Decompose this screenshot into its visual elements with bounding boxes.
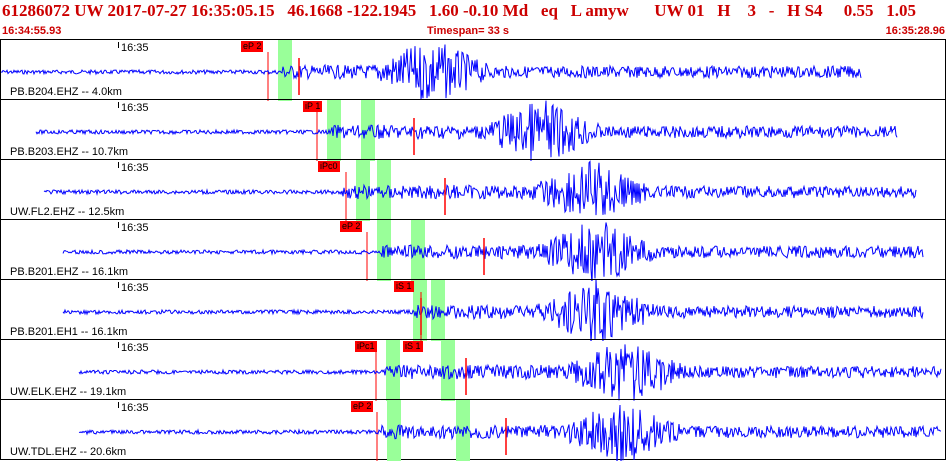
time-label: 16:35 [121, 402, 149, 414]
waveform-trace [43, 160, 917, 221]
waveform-trace [62, 280, 924, 341]
waveform-panels: 16:35 eP 2 PB.B204.EHZ -- 4.0km 16:35 iP… [0, 39, 947, 461]
waveform-trace [78, 340, 942, 401]
waveform-trace [1, 40, 862, 101]
time-label: 16:35 [121, 282, 149, 294]
time-tick [118, 402, 119, 408]
station-label: UW.ELK.EHZ -- 19.1km [10, 386, 127, 398]
waveform-panel[interactable]: 16:35 iS 1 PB.B201.EH1 -- 16.1km [0, 279, 946, 341]
phase-pick[interactable]: iPc0 [318, 161, 340, 172]
end-time: 16:35:28.96 [885, 25, 945, 37]
phase-pick[interactable]: iP 1 [303, 101, 323, 112]
phase-pick[interactable]: iS 1 [394, 281, 414, 292]
phase-pick[interactable]: eP 2 [241, 41, 264, 52]
waveform-trace [78, 400, 942, 461]
station-label: UW.FL2.EHZ -- 12.5km [10, 206, 125, 218]
time-label: 16:35 [121, 102, 149, 114]
time-range-bar: 16:34:55.93 Timespan= 33 s 16:35:28.96 [0, 24, 947, 39]
time-label: 16:35 [121, 162, 149, 174]
waveform-trace [62, 220, 924, 281]
event-summary-title: 61286072 UW 2017-07-27 16:35:05.15 46.16… [2, 1, 917, 20]
start-time: 16:34:55.93 [2, 25, 62, 37]
station-label: UW.TDL.EHZ -- 20.6km [10, 446, 127, 458]
phase-pick[interactable]: iPc1 [355, 341, 377, 352]
phase-pick[interactable]: eP 2 [340, 221, 363, 232]
time-tick [118, 42, 119, 48]
phase-pick-secondary[interactable]: iS 1 [403, 341, 423, 352]
time-label: 16:35 [121, 222, 149, 234]
time-tick [118, 162, 119, 168]
station-label: PB.B204.EHZ -- 4.0km [10, 86, 122, 98]
time-tick [118, 102, 119, 108]
event-header: 61286072 UW 2017-07-27 16:35:05.15 46.16… [0, 0, 947, 24]
station-label: PB.B203.EHZ -- 10.7km [10, 146, 128, 158]
waveform-panel[interactable]: 16:35 eP 2 PB.B204.EHZ -- 4.0km [0, 39, 946, 101]
waveform-panel[interactable]: 16:35 iP 1 PB.B203.EHZ -- 10.7km [0, 99, 946, 161]
time-label: 16:35 [121, 42, 149, 54]
time-tick [118, 222, 119, 228]
station-label: PB.B201.EH1 -- 16.1km [10, 326, 128, 338]
time-label: 16:35 [121, 342, 149, 354]
station-label: PB.B201.EHZ -- 16.1km [10, 266, 128, 278]
waveform-panel[interactable]: 16:35 eP 2 PB.B201.EHZ -- 16.1km [0, 219, 946, 281]
waveform-panel[interactable]: 16:35 iPc1 iS 1 UW.ELK.EHZ -- 19.1km [0, 339, 946, 401]
waveform-trace [35, 100, 898, 161]
waveform-panel[interactable]: 16:35 iPc0 UW.FL2.EHZ -- 12.5km [0, 159, 946, 221]
timespan-label: Timespan= 33 s [427, 25, 510, 37]
time-tick [118, 342, 119, 348]
waveform-panel[interactable]: 16:35 eP 2 UW.TDL.EHZ -- 20.6km [0, 399, 946, 461]
time-tick [118, 282, 119, 288]
phase-pick[interactable]: eP 2 [351, 401, 374, 412]
